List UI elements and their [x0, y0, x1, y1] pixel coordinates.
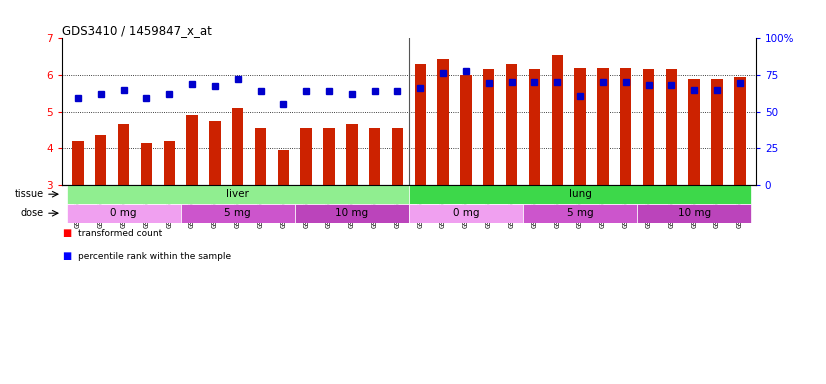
Bar: [301, 128, 312, 185]
Bar: [460, 75, 472, 185]
Text: transformed count: transformed count: [78, 229, 163, 238]
Text: ■: ■: [62, 251, 71, 261]
Bar: [688, 79, 700, 185]
Text: GDS3410 / 1459847_x_at: GDS3410 / 1459847_x_at: [62, 24, 211, 37]
Bar: [666, 70, 677, 185]
Text: 5 mg: 5 mg: [567, 208, 593, 218]
Bar: [711, 79, 723, 185]
Bar: [552, 55, 563, 185]
Text: 0 mg: 0 mg: [453, 208, 479, 218]
Bar: [597, 68, 609, 185]
Bar: [734, 77, 746, 185]
Text: percentile rank within the sample: percentile rank within the sample: [78, 252, 231, 261]
Bar: [523, 204, 637, 223]
Bar: [72, 141, 83, 185]
Text: liver: liver: [226, 189, 249, 199]
Bar: [529, 70, 540, 185]
Bar: [392, 128, 403, 185]
Bar: [574, 68, 586, 185]
Bar: [209, 121, 221, 185]
Bar: [181, 204, 295, 223]
Bar: [415, 64, 426, 185]
Bar: [369, 128, 380, 185]
Bar: [140, 142, 152, 185]
Bar: [278, 150, 289, 185]
Text: tissue: tissue: [15, 189, 44, 199]
Text: ■: ■: [62, 228, 71, 238]
Bar: [232, 108, 244, 185]
Bar: [637, 204, 751, 223]
Bar: [95, 135, 107, 185]
Bar: [346, 124, 358, 185]
Bar: [67, 185, 409, 204]
Text: 10 mg: 10 mg: [677, 208, 710, 218]
Bar: [295, 204, 409, 223]
Text: dose: dose: [21, 208, 44, 218]
Bar: [620, 68, 631, 185]
Bar: [483, 70, 495, 185]
Bar: [118, 124, 130, 185]
Bar: [438, 58, 449, 185]
Bar: [409, 204, 523, 223]
Bar: [506, 64, 517, 185]
Bar: [254, 128, 266, 185]
Bar: [323, 128, 335, 185]
Text: 5 mg: 5 mg: [225, 208, 251, 218]
Text: 0 mg: 0 mg: [111, 208, 137, 218]
Text: lung: lung: [568, 189, 591, 199]
Text: 10 mg: 10 mg: [335, 208, 368, 218]
Bar: [164, 141, 175, 185]
Bar: [187, 115, 197, 185]
Bar: [67, 204, 181, 223]
Bar: [643, 70, 654, 185]
Bar: [409, 185, 751, 204]
